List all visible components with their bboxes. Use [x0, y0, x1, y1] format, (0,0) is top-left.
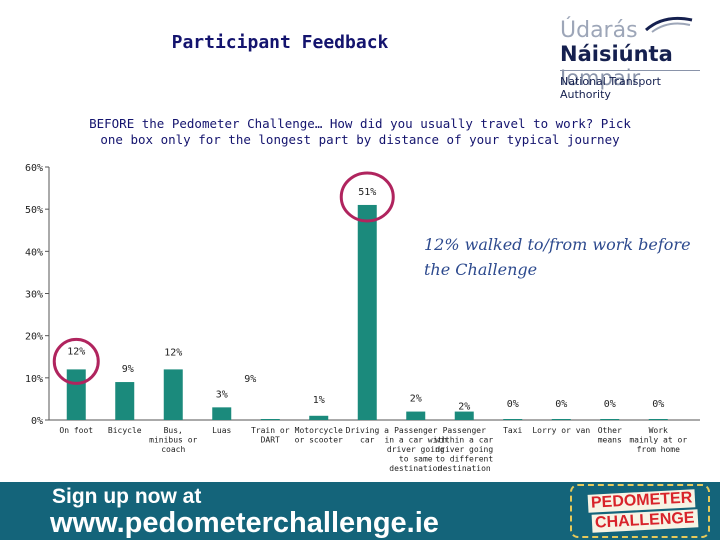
category-label: Passenger [443, 426, 487, 435]
category-label: car [360, 436, 375, 445]
category-label: destination [389, 464, 442, 473]
category-label: Motorcycle [295, 426, 343, 435]
data-label: 3% [216, 389, 228, 400]
data-label: 2% [458, 402, 470, 413]
category-label: Driving a [346, 426, 390, 435]
page-title: Participant Feedback [171, 32, 389, 53]
category-label: On foot [59, 426, 93, 435]
category-label: Other [598, 426, 622, 435]
category-label: minibus or [149, 436, 197, 445]
category-label: driver going [435, 445, 493, 454]
data-label: 9% [244, 374, 256, 385]
category-label: destination [438, 464, 491, 473]
y-tick-label: 0% [31, 416, 43, 427]
category-label: DART [261, 436, 280, 445]
pedometer-challenge-logo: PEDOMETER CHALLENGE [566, 484, 714, 538]
travel-mode-bar-chart: 0% 10% 20% 30% 40% 50% 60% 12% On foot 9% Bicycle 1… [25, 163, 700, 473]
logo-line-1: Údarás [560, 18, 638, 43]
y-tick-label: 10% [25, 374, 43, 385]
category-label: Bus, [164, 426, 183, 435]
bar [212, 407, 232, 420]
category-label: in a car with [384, 436, 447, 445]
y-tick-label: 50% [25, 205, 43, 216]
category-label: coach [161, 445, 185, 454]
highlight-circle [339, 171, 395, 223]
data-label: 1% [313, 395, 325, 406]
category-label: Bicycle [108, 426, 142, 435]
logo-swoosh-icon [645, 16, 693, 33]
y-tick-label: 60% [25, 163, 43, 174]
category-label: to different [435, 455, 493, 464]
category-label: Train or [251, 426, 290, 435]
badge-ring [570, 484, 710, 538]
bar [648, 419, 668, 420]
banner-url-link[interactable]: www.pedometerchallenge.ie [50, 507, 439, 539]
signup-banner[interactable]: Sign up now at www.pedometerchallenge.ie… [0, 482, 720, 540]
category-label: Passenger [394, 426, 438, 435]
question-line-1: BEFORE the Pedometer Challenge… How did … [89, 116, 631, 131]
y-tick-label: 30% [25, 290, 43, 301]
bar [503, 419, 523, 420]
banner-line-1: Sign up now at [52, 485, 202, 508]
category-label: from home [637, 445, 681, 454]
callout-line-1: 12% walked to/from work before [424, 235, 691, 254]
data-label: 0% [555, 399, 567, 410]
callout-note: 12% walked to/from work before the Chall… [424, 232, 692, 288]
category-label: means [598, 436, 622, 445]
data-label: 9% [122, 364, 134, 375]
category-label: Luas [212, 426, 231, 435]
data-label: 2% [410, 394, 422, 405]
data-label: 0% [604, 399, 616, 410]
data-label: 0% [507, 399, 519, 410]
callout-line-2: the Challenge [424, 260, 538, 279]
bar [454, 411, 474, 420]
bar [551, 419, 571, 420]
data-label: 12% [67, 346, 85, 357]
category-label: Work [649, 426, 668, 435]
bar [600, 419, 620, 420]
bar [115, 382, 135, 420]
question-line-2: one box only for the longest part by dis… [100, 132, 620, 147]
bar [406, 411, 426, 420]
bar [309, 415, 329, 420]
bar [260, 419, 280, 420]
logo-line-3: National Transport Authority [560, 70, 700, 101]
y-tick-label: 20% [25, 332, 43, 343]
data-label: 12% [164, 347, 182, 358]
category-label: or scooter [295, 436, 343, 445]
nta-logo: Údarás Náisiúnta Iompair National Transp… [556, 16, 706, 101]
bar [163, 369, 183, 420]
data-label: 0% [652, 399, 664, 410]
data-label: 51% [358, 187, 376, 198]
highlight-circle [52, 337, 100, 385]
logo-line-2-bold: Náisiúnta [560, 42, 673, 66]
category-label: Lorry or van [532, 426, 590, 435]
survey-question: BEFORE the Pedometer Challenge… How did … [80, 116, 640, 148]
category-label: within a car [435, 436, 493, 445]
category-label: Taxi [503, 426, 522, 435]
bar [357, 204, 377, 420]
category-label: mainly at or [629, 436, 687, 445]
category-label: driver going [387, 445, 445, 454]
y-tick-label: 40% [25, 247, 43, 258]
bar [66, 369, 86, 420]
category-label: to same [399, 455, 433, 464]
